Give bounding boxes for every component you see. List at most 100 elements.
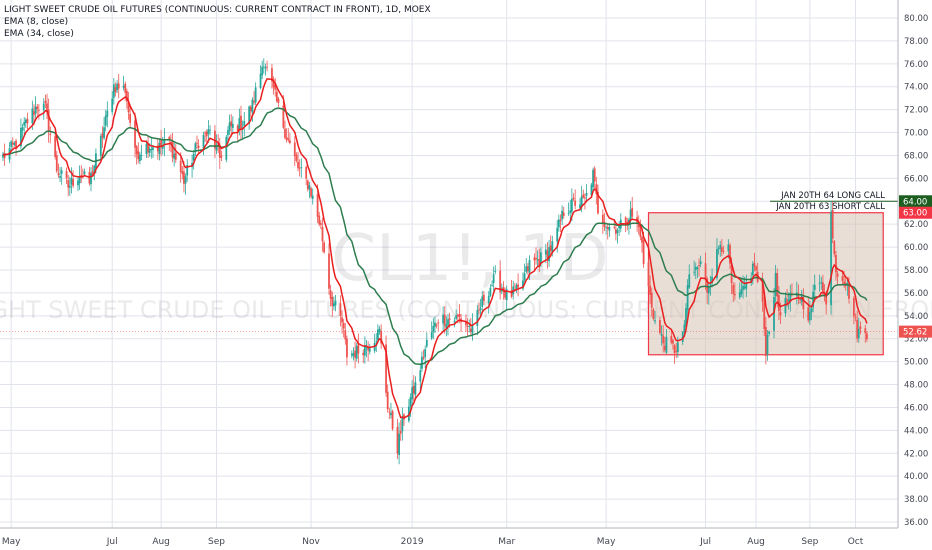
- legend-ema-fast[interactable]: EMA (8, close): [4, 17, 68, 27]
- candle-body: [505, 289, 508, 300]
- candle-body: [59, 176, 61, 178]
- time-axis[interactable]: May Jul Aug Sep Nov 2019 Mar May Jul Aug Sep Oct: [0, 527, 898, 547]
- candle-body: [614, 229, 617, 234]
- candle-body: [652, 309, 655, 319]
- legend-title: LIGHT SWEET CRUDE OIL FUTURES (CONTINUOU…: [4, 5, 431, 15]
- time-tick-label: Sep: [801, 537, 818, 547]
- candle-body: [544, 249, 547, 255]
- candle-body: [158, 142, 161, 155]
- candle-body: [26, 118, 29, 124]
- candle-body: [218, 144, 221, 158]
- candle-body: [243, 121, 246, 127]
- candle-body: [424, 349, 427, 358]
- candle-body: [390, 412, 392, 416]
- price-axis[interactable]: 80.00 78.00 76.00 74.00 72.00 70.00 68.00 66.00…: [897, 0, 928, 528]
- candle-body: [266, 66, 268, 68]
- candle-body: [866, 333, 868, 340]
- candle-body: [116, 83, 119, 91]
- candle-body: [528, 260, 531, 273]
- candle-body: [321, 227, 324, 242]
- candle-body: [848, 285, 850, 299]
- candle-body: [556, 227, 559, 242]
- candle-body: [339, 303, 342, 316]
- short-call-price-label: 63.00: [903, 209, 927, 219]
- long-call-annotation[interactable]: JAN 20TH 64 LONG CALL: [780, 191, 885, 201]
- candle-body: [377, 329, 379, 341]
- candle-body: [458, 314, 461, 317]
- candle-body: [192, 153, 195, 161]
- candle-body: [595, 184, 598, 194]
- candle-body: [207, 129, 210, 134]
- candle-body: [864, 328, 867, 334]
- candle-body: [549, 245, 552, 251]
- legend-ema-slow[interactable]: EMA (34, close): [4, 29, 74, 39]
- candle-body: [476, 310, 479, 326]
- candle-body: [820, 282, 823, 283]
- price-tick-label: 58.00: [904, 266, 928, 276]
- candle-body: [843, 281, 845, 284]
- candle-body: [437, 322, 440, 324]
- candle-body: [44, 100, 47, 103]
- ema-fast-line[interactable]: [2, 78, 868, 419]
- candle-body: [47, 109, 50, 132]
- candle-body: [830, 211, 832, 306]
- candle-body: [601, 214, 604, 224]
- candle-body: [139, 154, 141, 162]
- candle-body: [513, 289, 516, 291]
- short-call-annotation[interactable]: JAN 20TH 63 SHORT CALL: [775, 202, 885, 212]
- candle-body: [10, 141, 13, 147]
- last-price-label: 52.62: [903, 328, 927, 338]
- candle-body: [385, 344, 387, 393]
- candle-body: [93, 165, 96, 174]
- candle-body: [129, 113, 132, 123]
- candle-body: [455, 315, 458, 319]
- candle-body: [487, 295, 490, 304]
- price-tick-label: 68.00: [904, 151, 928, 161]
- candle-body: [647, 262, 650, 287]
- candle-body: [137, 151, 140, 160]
- candle-body: [33, 111, 35, 115]
- candle-body: [140, 155, 143, 156]
- candle-body: [789, 292, 792, 303]
- candle-body: [227, 130, 229, 136]
- candle-body: [15, 140, 17, 149]
- candle-body: [852, 297, 855, 317]
- time-tick-label: Aug: [747, 537, 765, 547]
- candle-body: [445, 324, 448, 329]
- candle-body: [755, 266, 757, 271]
- candle-body: [80, 174, 83, 178]
- ema-slow-line[interactable]: [2, 107, 868, 366]
- candle-body: [629, 209, 632, 221]
- candle-body: [743, 286, 746, 289]
- candle-body: [707, 287, 710, 294]
- candle-body: [145, 143, 148, 155]
- candle-body: [784, 297, 787, 314]
- candle-body: [214, 130, 216, 149]
- candle-body: [551, 241, 554, 254]
- candle-body: [722, 251, 725, 253]
- candle-body: [421, 356, 423, 369]
- candle-body: [355, 346, 358, 359]
- candle-body: [354, 350, 356, 358]
- candle-body: [603, 221, 606, 227]
- candle-body: [567, 213, 570, 215]
- candle-body: [147, 143, 149, 153]
- candle-body: [65, 171, 68, 179]
- candle-body: [665, 336, 668, 353]
- candle-body: [251, 99, 254, 113]
- candle-body: [650, 292, 653, 308]
- candle-body: [833, 241, 836, 254]
- candle-body: [363, 345, 366, 356]
- candle-body: [215, 144, 218, 151]
- candle-body: [631, 207, 634, 217]
- candle-body: [641, 237, 643, 243]
- candle-body: [732, 285, 735, 294]
- candle-body: [753, 262, 756, 267]
- candle-body: [694, 266, 697, 270]
- candle-body: [396, 426, 399, 454]
- candle-body: [334, 300, 337, 306]
- candle-body: [810, 308, 813, 313]
- candle-body: [240, 115, 242, 131]
- candle-body: [179, 160, 182, 172]
